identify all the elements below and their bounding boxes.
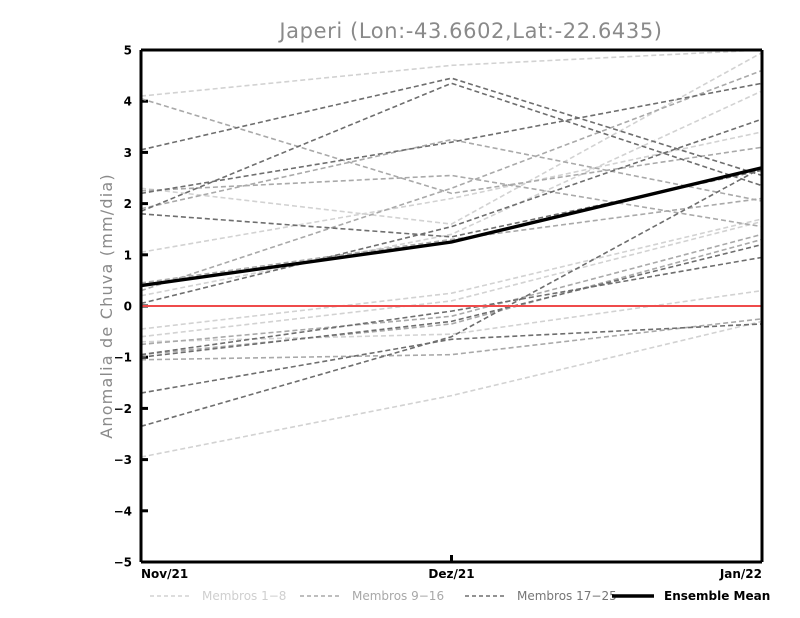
member-line [140,243,763,358]
member-line [140,90,763,297]
y-tick-label: −5 [114,556,132,570]
member-line [140,138,763,210]
member-line [140,220,763,338]
member-line [140,51,763,225]
ensemble-mean-line [140,166,763,288]
member-line [140,69,763,292]
y-tick-label: −3 [114,453,132,467]
member-line [140,167,763,428]
member-line [140,197,763,284]
x-tick-label: Jan/22 [719,567,762,581]
member-line [140,131,763,254]
chart-series-layer [140,49,763,458]
member-line [140,97,763,195]
y-tick-label: 5 [124,44,132,58]
x-axis-ticks: Nov/21 Dez/21 Jan/22 [139,555,764,581]
member-line [140,218,763,330]
member-line [140,77,763,177]
chart-legend: Membros 1−8 Membros 9−16 Membros 17−25 Ense… [150,589,770,603]
x-tick-label: Nov/21 [141,567,188,581]
y-tick-label: 1 [124,248,132,262]
member-line [140,118,763,305]
member-line [140,82,763,213]
y-tick-label: 0 [124,300,132,314]
y-tick-label: −1 [114,351,132,365]
legend-label: Membros 1−8 [202,589,286,603]
member-line [140,49,763,97]
legend-label: Membros 17−25 [517,589,617,603]
legend-label: Membros 9−16 [352,589,444,603]
y-tick-label: 2 [124,197,132,211]
y-tick-label: 3 [124,146,132,160]
plot-frame [139,48,764,564]
y-tick-label: −4 [114,504,132,518]
y-tick-label: 4 [124,95,132,109]
member-line [140,256,763,356]
chart-title: Japeri (Lon:-43.6602,Lat:-22.6435) [277,19,662,43]
y-tick-label: −2 [114,402,132,416]
member-line [140,238,763,356]
x-tick-label: Dez/21 [428,567,474,581]
legend-label: Ensemble Mean [664,589,770,603]
y-axis-ticks: 5 4 3 2 1 0 −1 −2 −3 −4 −5 [114,44,148,570]
member-line [140,174,763,228]
member-line [140,323,763,394]
member-line [140,82,763,195]
y-axis-label: Anomalia de Chuva (mm/dia) [97,173,116,439]
member-line [140,320,763,458]
